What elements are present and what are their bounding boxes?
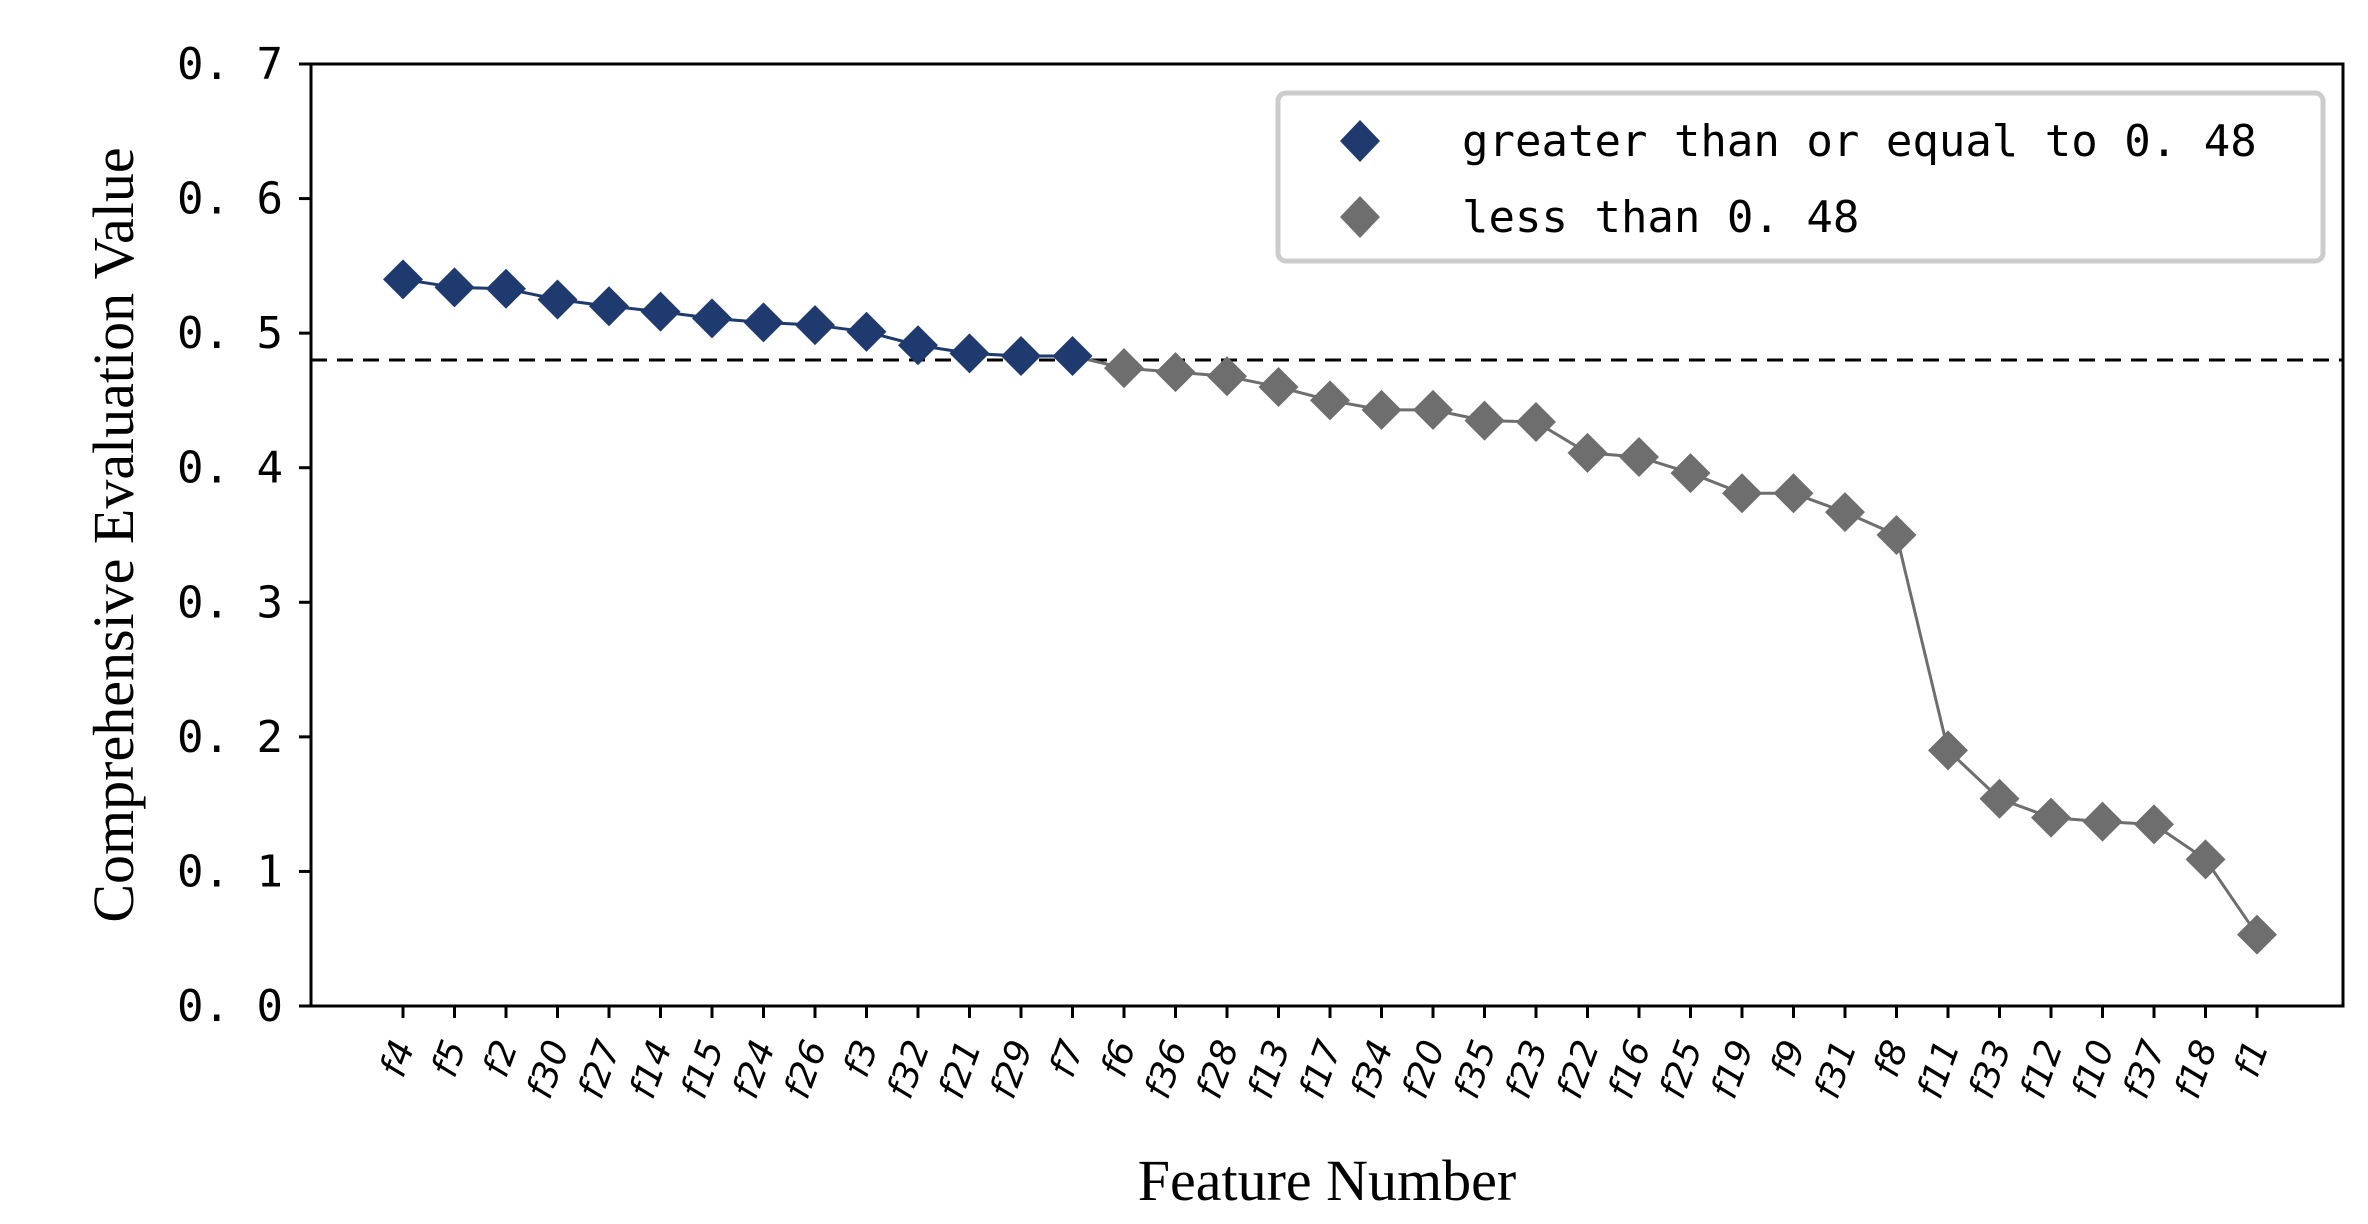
y-tick-label: 0. 6	[177, 174, 283, 225]
data-point-f4	[383, 259, 423, 300]
legend-box	[1275, 90, 2326, 264]
data-point-f37	[2134, 804, 2174, 845]
legend-marker-high	[1340, 120, 1380, 162]
plot-frame	[309, 62, 2345, 1008]
x-tick-label: f9	[1763, 1035, 1814, 1082]
data-point-f29	[1001, 336, 1041, 377]
x-tick-label: f34	[1343, 1035, 1402, 1104]
x-tick-label: f28	[1189, 1035, 1248, 1104]
data-point-f15	[692, 298, 732, 339]
x-tick-label: f14	[622, 1035, 681, 1104]
x-tick-label: f20	[1395, 1035, 1454, 1104]
data-point-f18	[2185, 839, 2226, 880]
data-point-f5	[434, 267, 475, 308]
x-tick-label: f35	[1446, 1035, 1505, 1104]
x-tick-label: f13	[1240, 1035, 1299, 1104]
data-point-f13	[1258, 366, 1299, 407]
y-tick-label: 0. 5	[177, 308, 283, 359]
data-point-f32	[898, 325, 938, 366]
data-point-f12	[2031, 797, 2071, 838]
x-tick-label: f4	[373, 1035, 424, 1082]
y-tick-label: 0. 4	[177, 443, 283, 494]
y-axis-title: Comprehensive Evaluation Value	[81, 147, 146, 922]
x-tick-label: f22	[1549, 1035, 1608, 1104]
data-point-f16	[1619, 436, 1659, 477]
data-point-f33	[1979, 778, 2020, 819]
data-point-f27	[589, 286, 629, 327]
x-tick-label: f31	[1807, 1035, 1866, 1104]
data-point-f10	[2082, 801, 2123, 842]
data-point-f20	[1413, 389, 1453, 430]
series-line-low	[1072, 354, 2259, 936]
y-tick-label: 0. 1	[177, 846, 283, 897]
y-tick-label: 0. 7	[177, 39, 283, 90]
data-point-f21	[949, 333, 990, 374]
x-tick-label: f1	[2227, 1035, 2278, 1082]
x-tick-label: f23	[1498, 1035, 1557, 1104]
data-point-f31	[1825, 492, 1865, 533]
data-points	[383, 259, 2277, 955]
x-tick-label: f5	[424, 1035, 475, 1082]
y-tick-label: 0. 0	[177, 981, 283, 1032]
x-tick-label: f6	[1094, 1035, 1145, 1082]
data-point-f30	[537, 279, 578, 320]
data-point-f24	[743, 302, 784, 343]
data-point-f36	[1155, 352, 1196, 393]
x-tick-label: f10	[2064, 1035, 2123, 1104]
x-tick-label: f8	[1866, 1035, 1917, 1082]
y-tick-label: 0. 3	[177, 577, 283, 628]
x-tick-label: f25	[1652, 1035, 1711, 1104]
x-tick-label: f11	[1910, 1035, 1969, 1104]
data-point-f11	[1928, 730, 1968, 771]
data-point-f1	[2237, 914, 2277, 955]
x-tick-label: f26	[777, 1035, 836, 1104]
data-point-f2	[486, 268, 526, 309]
x-tick-label: f15	[674, 1035, 733, 1104]
x-tick-label: f16	[1601, 1035, 1660, 1104]
data-point-f8	[1876, 515, 1917, 555]
data-point-f3	[846, 311, 887, 352]
x-tick-label: f2	[476, 1035, 527, 1082]
legend: greater than or equal to 0. 48 less than…	[1275, 90, 2326, 264]
data-point-f14	[640, 291, 681, 332]
data-point-f28	[1207, 356, 1247, 397]
x-tick-label: f29	[983, 1035, 1042, 1104]
data-point-f19	[1722, 473, 1762, 514]
data-point-f35	[1464, 400, 1505, 441]
x-tick-label: f27	[571, 1035, 630, 1104]
x-tick-label: f17	[1292, 1035, 1351, 1104]
x-tick-label: f33	[1961, 1035, 2020, 1104]
x-tick-label: f36	[1137, 1035, 1196, 1104]
data-point-f25	[1670, 453, 1711, 494]
legend-marker-low	[1340, 196, 1380, 238]
data-point-f23	[1516, 401, 1556, 442]
data-point-f22	[1567, 432, 1608, 473]
legend-label-low: less than 0. 48	[1462, 192, 1859, 243]
y-axis-ticks: 0. 0 0. 1 0. 2 0. 3 0. 4 0. 5 0. 6 0. 7	[177, 39, 311, 1032]
x-tick-label: f12	[2013, 1035, 2072, 1104]
x-tick-label: f24	[725, 1035, 784, 1104]
x-axis-title: Feature Number	[1138, 1148, 1516, 1213]
data-point-f7	[1052, 336, 1093, 377]
x-tick-label: f30	[519, 1035, 578, 1104]
x-tick-label: f18	[2167, 1035, 2226, 1104]
x-tick-label: f37	[2116, 1035, 2175, 1104]
x-tick-label: f3	[836, 1035, 887, 1082]
x-tick-label: f32	[880, 1035, 939, 1104]
x-tick-label: f19	[1704, 1035, 1763, 1104]
data-point-f6	[1104, 348, 1144, 389]
data-point-f17	[1310, 380, 1350, 421]
data-point-f34	[1361, 389, 1402, 430]
x-tick-label: f21	[931, 1035, 990, 1104]
data-point-f9	[1773, 473, 1814, 514]
legend-label-high: greater than or equal to 0. 48	[1462, 116, 2257, 167]
data-point-f26	[795, 305, 835, 346]
y-tick-label: 0. 2	[177, 712, 283, 763]
x-tick-label: f7	[1042, 1035, 1093, 1083]
